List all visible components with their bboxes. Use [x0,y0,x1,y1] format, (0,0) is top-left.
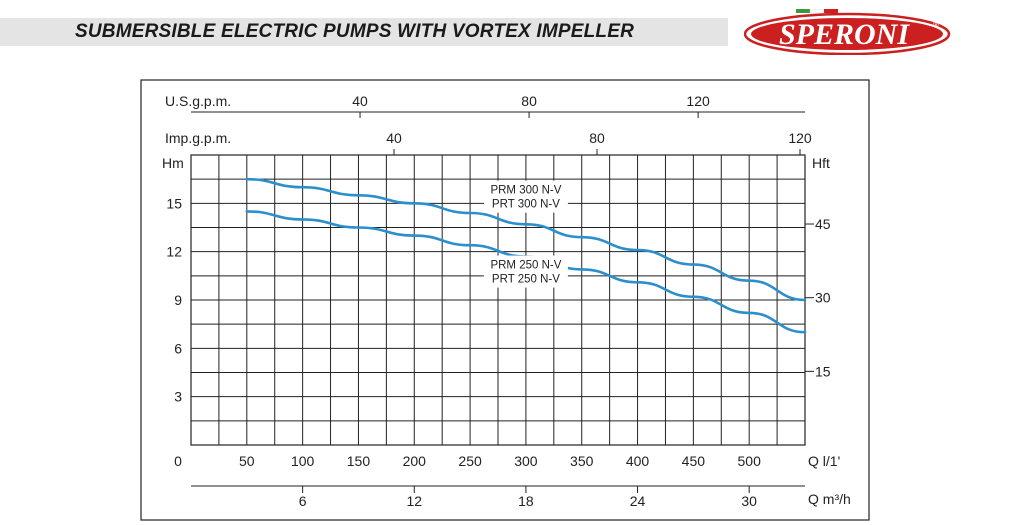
series-line-1 [245,177,807,302]
impgpm-tick-label: 120 [788,130,812,146]
y-tick-label: 12 [166,244,182,260]
series-label: PRM 300 N-V [490,185,561,197]
series-label: PRT 250 N-V [492,274,560,286]
x-tick-label: 50 [239,453,255,469]
m3h-tick-label: 18 [518,493,534,509]
y-axis-label-hm: Hm [162,155,184,171]
series-label-background [483,255,568,288]
x-tick-label: 200 [403,453,427,469]
x-tick-label: 300 [514,453,538,469]
series-label-background [483,180,568,213]
right-tick-label: 15 [815,363,831,379]
series-label: PRT 300 N-V [492,199,560,211]
m3h-tick-label: 12 [406,493,422,509]
x-tick-label: 100 [291,453,315,469]
header-bar [0,18,728,46]
right-axis-label-hft: Hft [812,155,830,171]
y-tick-label: 9 [174,292,182,308]
x-tick-label: 0 [174,453,182,469]
x-tick-label: 500 [738,453,762,469]
speroni-logo: SPERONI ® [744,9,951,55]
impgpm-tick-label: 80 [589,130,605,146]
chart-grid [190,154,806,446]
right-tick-label: 30 [815,290,831,306]
m3h-tick-label: 24 [630,493,646,509]
y-tick-label: 6 [174,340,182,356]
x-axis-label-m3h: Q m³/h [808,491,851,507]
usgpm-tick-label: 120 [686,93,710,109]
chart-labels: PRM 300 N-V PRT 300 N-V PRM 250 N-V PRT 250… [483,180,568,288]
m3h-tick-label: 6 [299,493,307,509]
impgpm-tick-label: 40 [386,130,402,146]
logo-text: SPERONI [779,18,910,51]
usgpm-axis-label: U.S.g.p.m. [165,93,231,109]
m3h-tick-label: 30 [741,493,757,509]
series-label: PRM 250 N-V [490,260,561,272]
x-tick-label: 450 [682,453,706,469]
usgpm-tick-label: 80 [521,93,537,109]
y-tick-label: 15 [166,195,182,211]
x-axis-label-lpm: Q l/1' [808,453,840,469]
chart-axes: 3 6 9 12 15 Hm 15 30 45 Hft 0 50 100 150 200 250 300 350 4… [162,93,851,509]
usgpm-tick-label: 40 [352,93,368,109]
y-tick-label: 3 [174,389,182,405]
x-tick-label: 350 [570,453,594,469]
x-tick-label: 150 [347,453,371,469]
logo-registered-mark: ® [933,20,939,29]
page-title: SUBMERSIBLE ELECTRIC PUMPS WITH VORTEX I… [75,21,635,42]
x-tick-label: 250 [458,453,482,469]
x-tick-label: 400 [626,453,650,469]
right-tick-label: 45 [815,216,831,232]
impgpm-axis-label: Imp.g.p.m. [165,130,231,146]
chart-frame [140,79,870,521]
